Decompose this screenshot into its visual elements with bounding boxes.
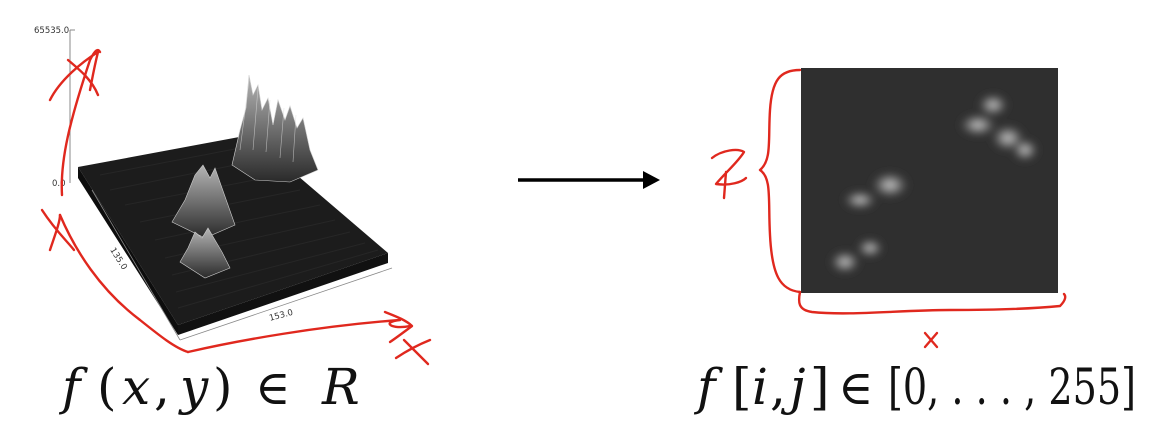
surface-top-face — [78, 135, 388, 325]
formula-f: f — [58, 358, 88, 416]
peaks-cluster-middle — [171, 164, 236, 239]
formula-range: [0, . . . , 255] — [888, 358, 1136, 416]
digital-image — [801, 68, 1058, 293]
x-axis-label: 153.0 — [268, 308, 294, 324]
x-arrowhead — [383, 310, 414, 344]
peaks-cluster-lower — [179, 227, 231, 279]
z-max-label: 65535.0 — [34, 26, 69, 36]
arrow-head — [643, 171, 660, 189]
y-arrow-shaft — [58, 213, 190, 354]
surface-side-right — [178, 253, 388, 335]
right-annotations — [710, 68, 1067, 349]
formula-close-paren: ) — [213, 358, 233, 416]
formula-y: y — [178, 358, 209, 416]
y-arrowhead — [40, 208, 76, 252]
y-axis-edge — [91, 189, 181, 341]
formula-f: f — [693, 358, 723, 416]
y-brace — [758, 68, 802, 294]
transform-arrow — [518, 171, 660, 189]
peaks-cluster-upper — [231, 74, 319, 183]
formula-comma: , — [770, 358, 786, 416]
formula-close-bracket: ] — [810, 358, 830, 416]
surface-plot: 65535.0 0.0 135.0 153.0 — [34, 26, 393, 341]
x-arrow-shaft — [186, 318, 412, 354]
formula-x: x — [122, 358, 150, 416]
x-brace — [797, 290, 1067, 315]
formula-comma: , — [154, 358, 170, 416]
x-letter — [394, 338, 432, 366]
formula-element-of: ∈ — [255, 360, 291, 416]
formula-element-of: ∈ — [838, 360, 874, 416]
x-letter — [923, 331, 939, 349]
image-blobs — [829, 93, 1039, 274]
formula-open-paren: ( — [97, 358, 117, 416]
x-axis-edge — [179, 267, 393, 341]
y-letter — [710, 148, 748, 200]
formula-i: i — [752, 358, 768, 416]
left-annotations — [40, 48, 432, 366]
z-min-label: 0.0 — [52, 179, 66, 189]
z-arrow-tick — [66, 58, 100, 97]
left-formula: f ( x , y ) ∈ R — [58, 358, 360, 416]
z-arrowhead — [48, 50, 100, 102]
formula-open-bracket: [ — [732, 358, 752, 416]
right-formula: f [ i , j ] ∈ [0, . . . , 255] — [693, 358, 1136, 416]
formula-set-r: R — [321, 358, 360, 416]
